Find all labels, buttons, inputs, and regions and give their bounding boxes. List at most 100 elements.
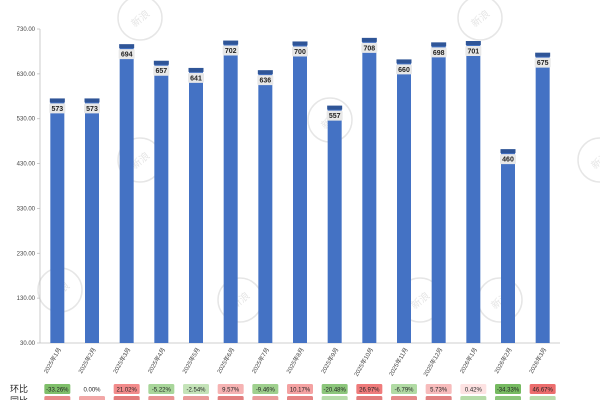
x-tick-label: 2026年2月 bbox=[492, 346, 513, 375]
bar-cap bbox=[153, 60, 169, 65]
data-label: 573 bbox=[86, 106, 98, 113]
bar-cap bbox=[327, 105, 343, 110]
mom-badge bbox=[44, 384, 71, 394]
watermark-text: 新浪 bbox=[588, 149, 600, 172]
x-tick-label: 2026年1月 bbox=[458, 346, 479, 375]
y-tick-label: 30.00 bbox=[20, 341, 36, 347]
y-tick-label: 630.00 bbox=[17, 72, 36, 78]
data-label-box bbox=[49, 103, 66, 114]
data-label: 636 bbox=[259, 78, 271, 85]
row-label-mom: 环比 bbox=[10, 383, 28, 394]
yoy-badge bbox=[287, 396, 313, 400]
data-label-box bbox=[222, 45, 239, 56]
x-tick-label: 2025年6月 bbox=[215, 346, 236, 375]
mom-value: 0.00% bbox=[83, 388, 101, 394]
mom-badge bbox=[460, 384, 487, 394]
data-label-box bbox=[430, 47, 447, 58]
x-tick-label: 2025年10月 bbox=[352, 346, 375, 378]
yoy-badge bbox=[252, 396, 279, 400]
watermark-text: 新浪 bbox=[468, 7, 492, 30]
x-tick-label: 2025年4月 bbox=[146, 346, 167, 375]
bar bbox=[535, 53, 550, 344]
mom-badge bbox=[529, 384, 556, 394]
data-label: 657 bbox=[155, 68, 167, 75]
mom-value: -33.26% bbox=[46, 388, 69, 394]
bar-cap bbox=[188, 67, 204, 72]
mom-badge bbox=[321, 384, 348, 394]
watermark-circle bbox=[577, 137, 600, 183]
y-tick-label: 430.00 bbox=[17, 162, 36, 168]
mom-badge bbox=[252, 384, 279, 394]
data-label: 702 bbox=[225, 48, 237, 55]
yoy-badge bbox=[79, 396, 105, 400]
x-tick-label: 2025年5月 bbox=[180, 346, 201, 375]
data-label-box bbox=[153, 65, 170, 76]
bar-cap bbox=[500, 149, 516, 154]
data-label-box bbox=[396, 64, 412, 75]
bar-cap bbox=[535, 52, 551, 57]
x-tick-label: 2025年7月 bbox=[250, 346, 271, 375]
yoy-badge bbox=[217, 396, 244, 400]
data-label-box bbox=[84, 103, 100, 114]
bar bbox=[85, 99, 99, 343]
x-tick-label: 2025年2月 bbox=[76, 346, 97, 375]
data-label: 641 bbox=[190, 75, 202, 82]
data-label: 460 bbox=[502, 157, 514, 164]
data-label: 700 bbox=[294, 49, 306, 56]
bar-cap bbox=[396, 59, 412, 64]
bar-cap bbox=[119, 44, 135, 49]
y-tick-label: 230.00 bbox=[17, 251, 36, 257]
bar bbox=[501, 150, 515, 343]
watermark-circle bbox=[117, 0, 163, 41]
comparison-table: 环比同比 -33.26% 0.00% 21.02% -5.22% -2.54% 9.57% -… bbox=[10, 383, 556, 400]
yoy-badge bbox=[460, 396, 487, 400]
mom-value: 5.73% bbox=[430, 388, 448, 394]
y-tick-label: 330.00 bbox=[17, 206, 36, 212]
x-tick-label: 2025年11月 bbox=[387, 346, 410, 377]
bar bbox=[293, 42, 307, 343]
mom-value: -5.22% bbox=[152, 388, 172, 394]
x-tick-label: 2025年3月 bbox=[111, 346, 132, 375]
bar bbox=[431, 43, 446, 344]
row-label-yoy: 同比 bbox=[10, 395, 28, 400]
data-label-box bbox=[326, 110, 343, 121]
data-label-box bbox=[188, 72, 204, 83]
mom-value: 10.17% bbox=[290, 388, 311, 394]
data-label-box bbox=[361, 42, 378, 53]
mom-value: 46.67% bbox=[532, 388, 553, 394]
bar bbox=[189, 68, 203, 344]
mom-badge bbox=[356, 384, 383, 394]
x-tick-label: 2025年8月 bbox=[284, 346, 305, 375]
yoy-badge bbox=[495, 396, 521, 400]
watermark-text: 新浪 bbox=[408, 289, 432, 312]
mom-value: -6.79% bbox=[394, 388, 414, 394]
data-label: 675 bbox=[537, 60, 549, 67]
y-tick-label: 530.00 bbox=[17, 117, 36, 123]
yoy-badge bbox=[425, 396, 452, 400]
data-label: 708 bbox=[363, 45, 375, 52]
data-label-box bbox=[118, 49, 135, 60]
yoy-badge bbox=[113, 396, 140, 400]
mom-badge bbox=[287, 384, 313, 394]
mom-value: -20.48% bbox=[323, 388, 346, 394]
mom-value: -2.54% bbox=[186, 388, 206, 394]
yoy-badge bbox=[183, 396, 209, 400]
mom-badge bbox=[148, 384, 175, 394]
yoy-badge bbox=[529, 396, 556, 400]
yoy-badge bbox=[321, 396, 348, 400]
data-label: 557 bbox=[329, 113, 341, 120]
y-tick-label: 730.00 bbox=[17, 27, 36, 33]
bar bbox=[397, 60, 411, 344]
mom-value: 26.97% bbox=[359, 388, 380, 394]
bar-cap bbox=[465, 41, 481, 46]
yoy-badge bbox=[391, 396, 417, 400]
watermark-text: 新浪 bbox=[128, 7, 152, 30]
x-axis: 2025年1月 2025年2月 2025年3月 2025年4月 2025年5月 2025年… bbox=[42, 346, 549, 378]
mom-badge bbox=[425, 384, 452, 394]
mom-value: 21.02% bbox=[116, 388, 137, 394]
x-tick-label: 2025年12月 bbox=[421, 346, 444, 378]
data-label-box bbox=[500, 154, 516, 165]
mom-value: 9.57% bbox=[222, 388, 240, 394]
data-label: 660 bbox=[398, 67, 410, 74]
